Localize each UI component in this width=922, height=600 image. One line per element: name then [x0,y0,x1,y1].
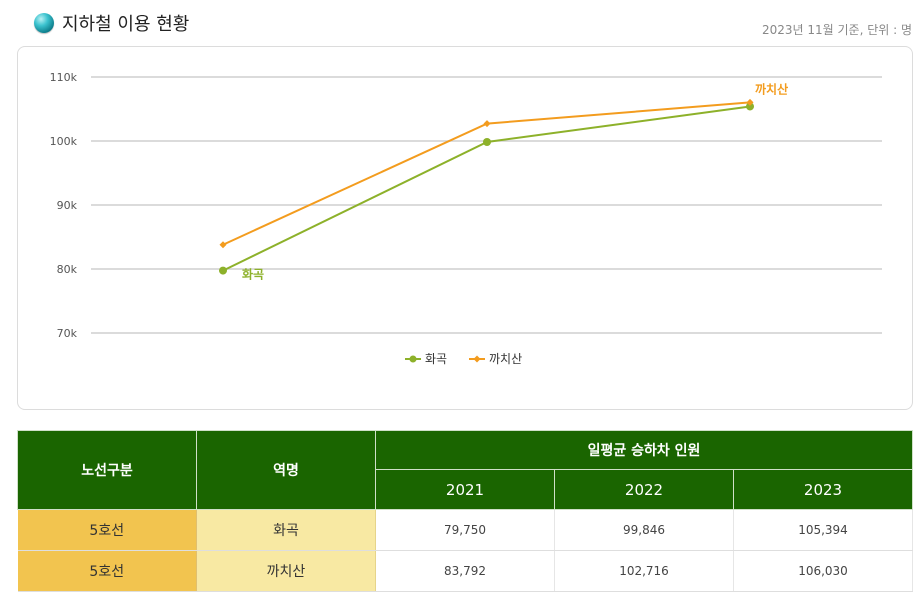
ridership-table: 노선구분 역명 일평균 승하차 인원 2021 2022 2023 5호선 화곡… [17,430,914,592]
data-point [483,120,491,128]
line-cell: 5호선 [17,550,197,592]
line-cell: 5호선 [17,509,197,551]
col-header-line: 노선구분 [17,430,197,510]
col-header-station: 역명 [196,430,376,510]
legend-label: 까치산 [489,352,522,366]
col-header-year: 2021 [375,469,555,510]
col-header-daily-avg: 일평균 승하차 인원 [374,430,914,470]
series-label: 화곡 [242,267,264,282]
station-cell: 까치산 [196,550,376,592]
value-cell: 105,394 [733,509,914,551]
data-point [483,137,491,146]
y-tick-label: 80k [57,263,78,276]
table-row: 5호선 까치산 83,792 102,716 106,030 [17,550,914,592]
page-title: 지하철 이용 현황 [62,14,190,35]
value-cell: 106,030 [733,550,914,592]
value-cell: 102,716 [554,550,734,592]
data-point [219,266,227,275]
data-point [746,102,754,111]
col-header-year: 2023 [732,469,914,510]
series-label: 까치산 [755,81,788,96]
unit-note: 2023년 11월 기준, 단위 : 명 [761,23,912,37]
table-row: 5호선 화곡 79,750 99,846 105,394 [17,509,914,551]
y-tick-label: 110k [50,71,78,84]
legend-marker [409,355,417,363]
y-tick-label: 70k [57,327,78,340]
y-tick-label: 90k [57,199,78,212]
legend-label: 화곡 [425,352,447,366]
series-line [222,105,751,272]
title-row: 지하철 이용 현황 [34,10,189,36]
value-cell: 83,792 [375,550,555,592]
col-header-year: 2022 [554,469,734,510]
data-point [219,241,227,249]
y-tick-label: 100k [50,135,78,148]
chart-panel: 70k 80k 90k 100k 110k 화곡 까치산 화곡 까치산 [17,46,913,410]
globe-icon [34,13,54,33]
station-cell: 화곡 [196,509,376,551]
data-point [746,98,754,106]
value-cell: 99,846 [554,509,734,551]
value-cell: 79,750 [375,509,555,551]
legend-marker [473,355,481,363]
